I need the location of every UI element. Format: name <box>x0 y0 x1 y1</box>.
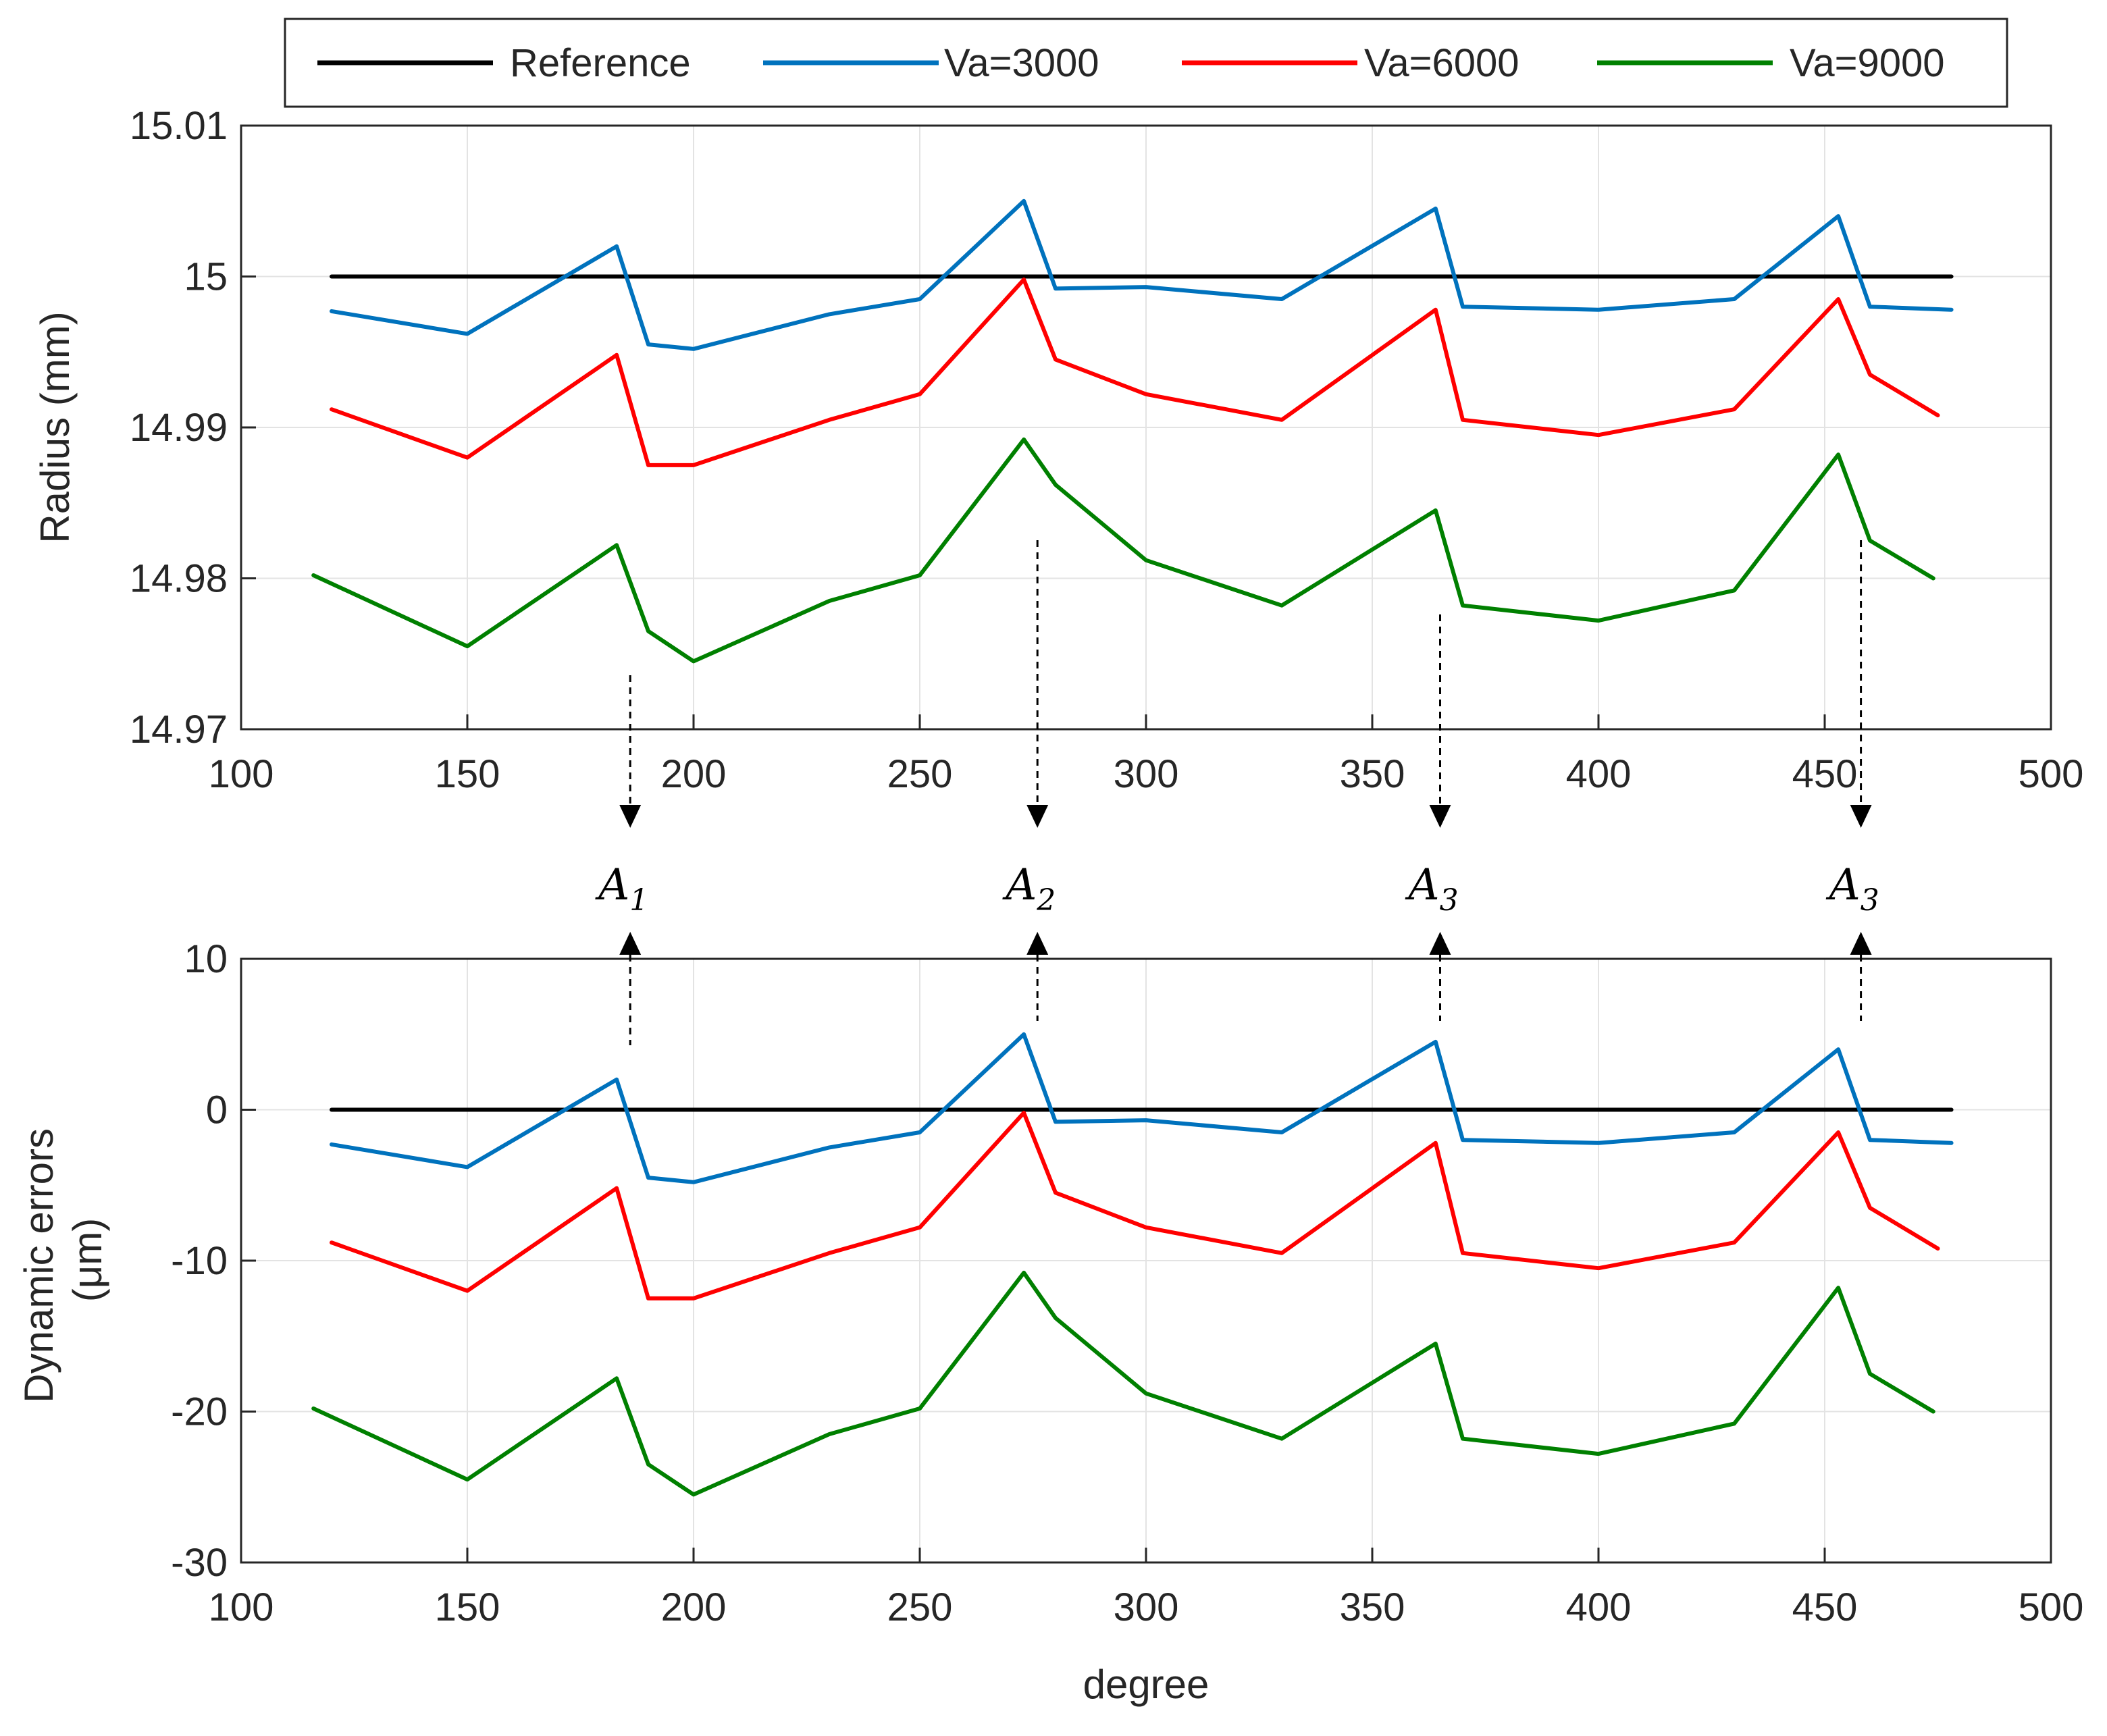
radius-x-tick-label: 300 <box>1114 752 1179 796</box>
radius-y-tick-label: 14.97 <box>130 708 228 752</box>
dynamic-errors-y-tick-label: 0 <box>206 1088 228 1132</box>
radius-series-va6000 <box>330 278 1940 467</box>
dynamic-errors-y-tick-label: -30 <box>171 1541 228 1585</box>
radius-x-ticks: 100 150 200 250 300 350 400 450 500 <box>209 714 2084 796</box>
dynamic-errors-x-tick-label: 100 <box>209 1585 274 1629</box>
annotation-subscript: 3 <box>1861 883 1879 918</box>
dynamic-errors-x-tick-label: 150 <box>435 1585 500 1629</box>
radius-x-tick-label: 200 <box>661 752 727 796</box>
dynamic-errors-y-ticks: -30 -20 -10 0 10 <box>171 937 256 1585</box>
arrow-up-icon <box>1850 932 1872 955</box>
dynamic-errors-series-va3000 <box>330 1032 1954 1184</box>
radius-series-va3000 <box>330 199 1954 351</box>
dynamic-errors-x-tick-label: 450 <box>1792 1585 1858 1629</box>
arrow-up-icon <box>619 932 642 955</box>
radius-x-tick-label: 100 <box>209 752 274 796</box>
radius-y-tick-label: 15 <box>184 255 228 299</box>
dynamic-errors-x-tick-label: 300 <box>1114 1585 1179 1629</box>
dynamic-errors-x-tick-label: 250 <box>887 1585 953 1629</box>
annotation-label: A3 <box>1825 860 1879 918</box>
arrow-down-icon <box>1429 805 1451 828</box>
dynamic-errors-y-axis-label: Dynamic errors (μm) <box>16 1117 110 1402</box>
annotation-subscript: 3 <box>1440 883 1459 918</box>
dynamic-errors-y-axis-label-line1: Dynamic errors <box>16 1128 61 1403</box>
dynamic-errors-y-tick-label: -10 <box>171 1239 228 1283</box>
arrow-down-icon <box>1026 805 1049 828</box>
legend-label-reference: Reference <box>510 41 691 85</box>
radius-x-tick-label: 350 <box>1340 752 1405 796</box>
radius-y-tick-label: 14.99 <box>130 406 228 450</box>
radius-y-tick-label: 14.98 <box>130 557 228 601</box>
peak-annotations: A1 A2 A3 A3 <box>595 540 1879 1045</box>
dynamic-errors-x-tick-label: 400 <box>1566 1585 1632 1629</box>
radius-series-va9000 <box>311 437 1935 664</box>
radius-y-tick-label: 15.01 <box>130 104 228 148</box>
dynamic-errors-y-tick-label: 10 <box>184 937 228 981</box>
annotation-label: A1 <box>595 860 648 918</box>
dynamic-errors-plot: 100 150 200 250 300 350 400 450 500 -30 -20 -10 0 10… <box>16 937 2083 1707</box>
legend: Reference Va=3000 Va=6000 Va=9000 <box>284 18 2008 108</box>
arrow-down-icon <box>619 805 642 828</box>
radius-series <box>311 199 1954 664</box>
legend-label-va9000: Va=9000 <box>1790 41 1945 85</box>
radius-x-tick-label: 450 <box>1792 752 1858 796</box>
radius-x-tick-label: 150 <box>435 752 500 796</box>
dynamic-errors-series-va9000 <box>311 1270 1935 1497</box>
dynamic-errors-x-tick-label: 200 <box>661 1585 727 1629</box>
x-axis-label: degree <box>1083 1662 1209 1707</box>
dynamic-errors-x-tick-label: 500 <box>2019 1585 2084 1629</box>
radius-x-tick-label: 500 <box>2019 752 2084 796</box>
radius-x-tick-label: 250 <box>887 752 953 796</box>
dynamic-errors-y-axis-label-line2: (μm) <box>65 1218 110 1303</box>
dynamic-errors-x-tick-label: 350 <box>1340 1585 1405 1629</box>
arrow-up-icon <box>1026 932 1049 955</box>
dynamic-errors-x-ticks: 100 150 200 250 300 350 400 450 500 <box>209 1548 2084 1629</box>
legend-label-va6000: Va=6000 <box>1364 41 1519 85</box>
arrow-up-icon <box>1429 932 1451 955</box>
radius-y-ticks: 14.97 14.98 14.99 15 15.01 <box>130 104 256 752</box>
arrow-down-icon <box>1850 805 1872 828</box>
dynamic-errors-series <box>311 1032 1954 1497</box>
dynamic-errors-y-tick-label: -20 <box>171 1390 228 1434</box>
annotation-subscript: 2 <box>1036 883 1056 918</box>
radius-x-tick-label: 400 <box>1566 752 1632 796</box>
radius-y-axis-label: Radius (mm) <box>32 311 78 543</box>
annotation-subscript: 1 <box>629 883 648 918</box>
dynamic-errors-series-va6000 <box>330 1111 1940 1300</box>
radius-plot: 100 150 200 250 300 350 400 450 500 14.9714.9814… <box>32 104 2083 796</box>
legend-label-va3000: Va=3000 <box>944 41 1099 85</box>
